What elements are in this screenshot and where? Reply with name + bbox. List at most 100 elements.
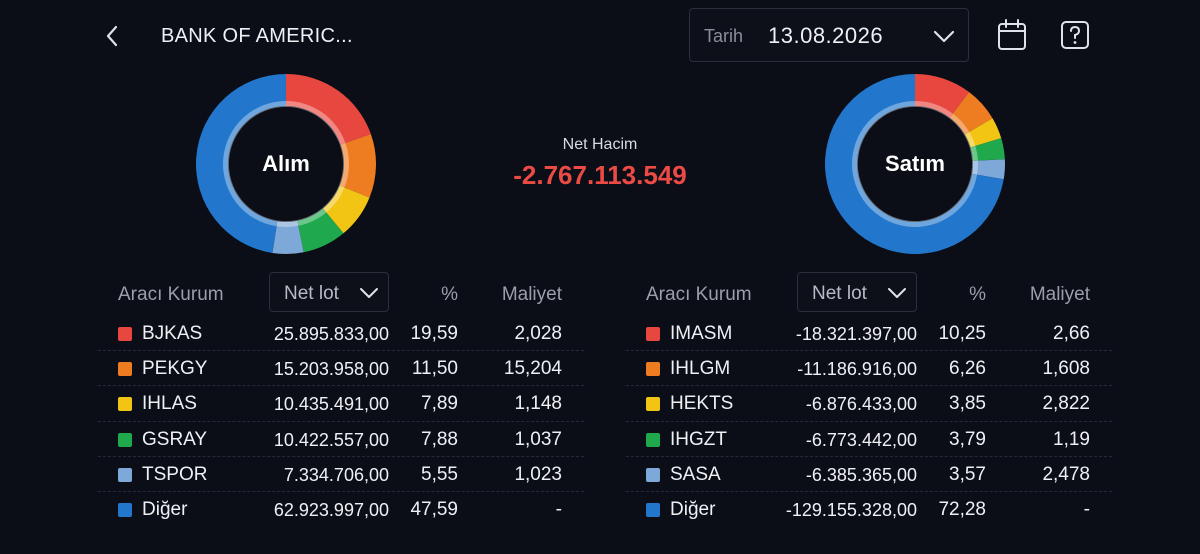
net-lot-value: -6.773.442,00 (805, 429, 917, 450)
broker-name: HEKTS (670, 393, 734, 415)
cost-value: 15,204 (503, 358, 562, 380)
net-lot-value: 15.203.958,00 (273, 359, 389, 380)
date-value: 13.08.2026 (768, 23, 884, 48)
buy-broker-row[interactable]: Diğer 62.923.997,00 47,59 - (98, 492, 584, 527)
sell-donut-slice-inner (915, 101, 953, 119)
buy-donut-slice (272, 220, 304, 255)
broker-name: BJKAS (142, 323, 203, 344)
broker-name: IHLGM (670, 358, 731, 380)
buy-donut-slice-inner (338, 142, 349, 188)
top-bar: BANK OF AMERIC... Tarih 13.08.2026 (0, 0, 1200, 72)
cost-column-header: Maliyet (1029, 284, 1090, 305)
cost-value: 1,148 (514, 393, 562, 415)
buy-broker-row[interactable]: IHLAS 10.435.491,00 7,89 1,148 (98, 386, 584, 422)
buy-net-lot-select[interactable]: Net lot (269, 272, 389, 312)
sell-broker-row[interactable]: IHGZT -6.773.442,00 3,79 1,19 (626, 422, 1112, 457)
broker-column-header: Aracı Kurum (646, 284, 752, 305)
broker-name: IHLAS (142, 393, 197, 415)
color-swatch (646, 362, 660, 377)
sell-donut-slice (970, 138, 1005, 161)
sell-donut-slice-inner (971, 160, 978, 175)
buy-broker-row[interactable]: TSPOR 7.334.706,00 5,55 1,023 (98, 457, 584, 492)
broker-name: GSRAY (142, 428, 208, 450)
buy-donut-slice-inner (322, 185, 345, 213)
buy-donut-chart: Alım (195, 73, 377, 255)
percent-value: 19,59 (410, 323, 458, 344)
sell-broker-row[interactable]: IMASM -18.321.397,00 10,25 2,66 (626, 316, 1112, 352)
cost-value: 1,608 (1042, 358, 1090, 380)
percent-value: 7,89 (421, 393, 458, 415)
net-lot-value: -11.186.916,00 (797, 359, 917, 380)
sell-table-header: Aracı Kurum Net lot % Maliyet (626, 272, 1112, 316)
cost-column-header: Maliyet (501, 284, 562, 305)
percent-column-header: % (441, 284, 458, 305)
sell-donut-svg (825, 74, 1005, 255)
buy-broker-row[interactable]: PEKGY 15.203.958,00 11,50 15,204 (98, 351, 584, 387)
buy-broker-row[interactable]: BJKAS 25.895.833,00 19,59 2,028 (98, 316, 584, 352)
buy-donut-slice (339, 133, 376, 198)
net-lot-value: -18.321.397,00 (795, 324, 917, 344)
net-volume-value: -2.767.113.549 (513, 160, 687, 190)
sell-broker-row[interactable]: Diğer -129.155.328,00 72,28 - (626, 492, 1112, 527)
broker-name: Diğer (142, 498, 188, 520)
net-lot-value: -129.155.328,00 (785, 499, 917, 520)
help-icon[interactable] (1059, 18, 1091, 52)
broker-column-header: Aracı Kurum (118, 284, 224, 305)
sell-donut-slice (825, 74, 1004, 255)
percent-value: 47,59 (410, 498, 458, 520)
buy-table: Aracı Kurum Net lot % Maliyet BJKAS 25.89… (98, 272, 584, 527)
broker-name: IMASM (670, 323, 733, 344)
color-swatch (118, 432, 132, 447)
sell-donut-label: Satım (885, 151, 945, 176)
percent-value: 6,26 (949, 358, 986, 380)
sell-donut-slice-inner (964, 131, 976, 148)
net-lot-value: -6.876.433,00 (805, 394, 917, 415)
sell-broker-row[interactable]: SASA -6.385.365,00 3,57 2,478 (626, 457, 1112, 492)
color-swatch (646, 327, 660, 341)
date-picker[interactable]: Tarih 13.08.2026 (689, 8, 969, 62)
cost-value: 2,66 (1053, 323, 1090, 344)
buy-donut-slice (196, 74, 286, 253)
net-volume-label: Net Hacim (562, 136, 638, 153)
sell-table: Aracı Kurum Net lot % Maliyet IMASM -18.3… (626, 272, 1112, 527)
chevron-down-icon (932, 25, 956, 47)
sell-donut-slice (915, 74, 970, 118)
back-chevron-left-icon[interactable] (100, 22, 124, 50)
sell-broker-row[interactable]: IHLGM -11.186.916,00 6,26 1,608 (626, 351, 1112, 387)
buy-donut-slice (323, 185, 370, 234)
color-swatch (118, 397, 132, 412)
net-lot-value: 62.923.997,00 (273, 499, 389, 520)
net-lot-select-label: Net lot (812, 283, 867, 304)
color-swatch (646, 397, 660, 412)
color-swatch (646, 432, 660, 447)
cost-value: 2,822 (1042, 393, 1090, 415)
sell-net-lot-select[interactable]: Net lot (797, 272, 917, 312)
percent-column-header: % (969, 284, 986, 305)
cost-value: 1,19 (1053, 428, 1090, 450)
date-label: Tarih (704, 26, 744, 46)
color-swatch (118, 502, 132, 517)
broker-name: SASA (670, 463, 721, 485)
sell-donut-hole (858, 107, 972, 221)
buy-donut-svg (196, 74, 376, 255)
sell-table-body: IMASM -18.321.397,00 10,25 2,66 IHLGM -11.186… (626, 316, 1112, 527)
calendar-icon[interactable] (996, 18, 1028, 52)
sell-broker-row[interactable]: HEKTS -6.876.433,00 3,85 2,822 (626, 386, 1112, 422)
color-swatch (646, 502, 660, 517)
net-lot-value: 10.422.557,00 (273, 429, 389, 450)
cost-value: 2,028 (514, 323, 562, 344)
buy-table-header: Aracı Kurum Net lot % Maliyet (98, 272, 584, 316)
net-lot-value: 25.895.833,00 (273, 324, 389, 344)
color-swatch (118, 362, 132, 377)
buy-donut-slice-inner (286, 101, 346, 145)
net-lot-value: 10.435.491,00 (273, 394, 389, 415)
cost-value: 1,037 (514, 428, 562, 450)
buy-broker-row[interactable]: GSRAY 10.422.557,00 7,88 1,037 (98, 422, 584, 457)
buy-donut-slice-inner (297, 207, 327, 226)
net-lot-select-label: Net lot (284, 283, 339, 304)
percent-value: 3,79 (949, 428, 986, 450)
sell-donut-slice (964, 118, 1002, 148)
percent-value: 5,55 (421, 463, 458, 485)
broker-name: PEKGY (142, 358, 208, 380)
buy-donut-slice (286, 74, 371, 145)
